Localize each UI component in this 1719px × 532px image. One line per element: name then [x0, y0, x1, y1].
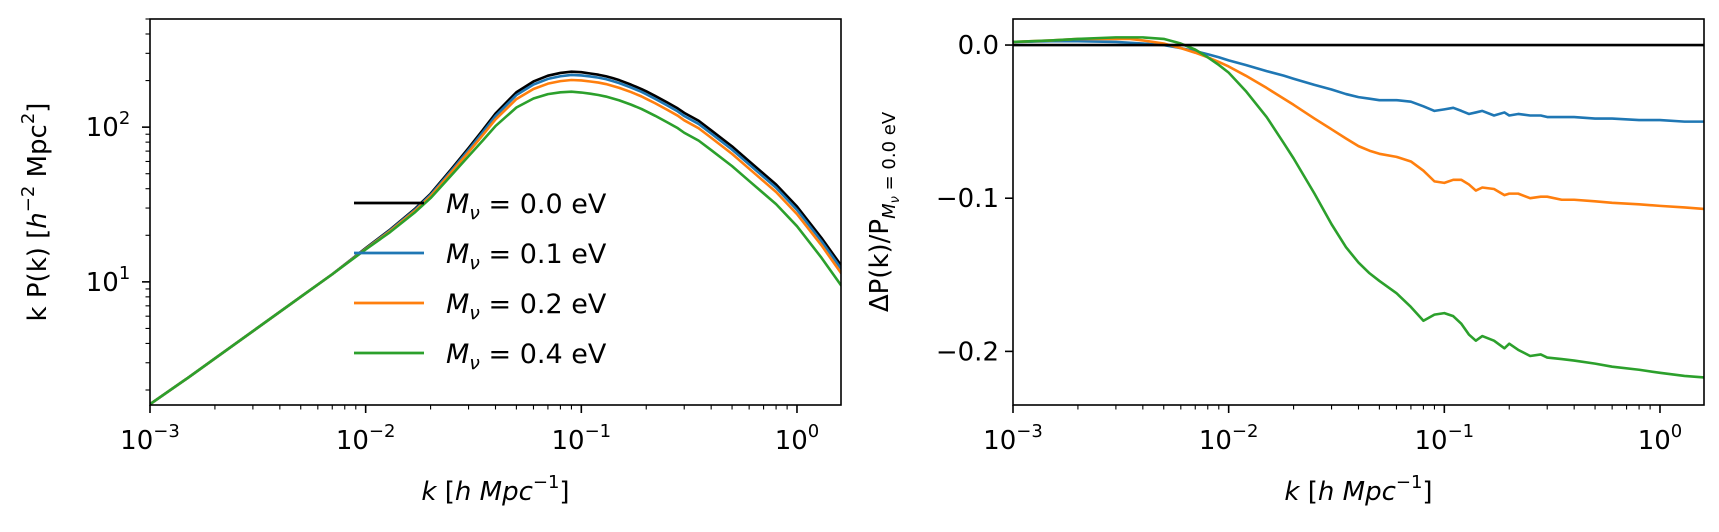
legend-label: Mν = 0.2 eV [446, 289, 607, 324]
x-tick-label: 100 [1638, 421, 1683, 456]
y-tick-label: −0.1 [936, 184, 999, 214]
plot-area [1013, 36, 1704, 379]
legend-entry: Mν = 0.4 eV [354, 339, 607, 374]
x-tick-label: 10−3 [983, 421, 1043, 456]
plot-frame [1012, 18, 1705, 406]
x-axis-label: k [h Mpc−1] [1284, 472, 1432, 507]
y-axis-label: ΔP(k)/PMν = 0.0 eV [865, 111, 903, 312]
y-tick-label: 0.0 [958, 31, 999, 61]
left-power-spectrum-panel: 10−3 10−2 10−1 100 101 102 k [h Mpc−1] k P(k) [… [18, 18, 842, 507]
right-ratio-panel: 10−3 10−2 10−1 100 0.0 −0.1 −0.2 k [h Mpc−1] ΔP(… [865, 18, 1705, 507]
series-line-0-2-ev [1013, 37, 1704, 211]
legend-label: Mν = 0.4 eV [446, 339, 607, 374]
x-tick-label: 10−1 [551, 421, 611, 456]
series-line-0-4-ev [150, 90, 841, 405]
series-line-0-1-ev [1013, 39, 1704, 123]
legend-entry: Mν = 0.2 eV [354, 289, 607, 324]
x-tick-label: 100 [775, 421, 820, 456]
x-axis-label: k [h Mpc−1] [421, 472, 569, 507]
legend: Mν = 0.0 eV Mν = 0.1 eV Mν = 0.2 eV Mν = 0.… [354, 189, 607, 374]
x-tick-label: 10−2 [336, 421, 396, 456]
x-tick-label: 10−1 [1414, 421, 1474, 456]
plot-area [150, 70, 841, 405]
x-tick-label: 10−3 [120, 421, 180, 456]
y-tick-label: −0.2 [936, 337, 999, 367]
legend-entry: Mν = 0.0 eV [354, 189, 607, 224]
series-line-0-4-ev [1013, 36, 1704, 379]
legend-entry: Mν = 0.1 eV [354, 239, 607, 274]
y-axis-label: k P(k) [h−2 Mpc2] [18, 103, 53, 322]
y-tick-label: 102 [86, 108, 131, 143]
legend-label: Mν = 0.1 eV [446, 239, 607, 274]
x-tick-label: 10−2 [1199, 421, 1259, 456]
legend-label: Mν = 0.0 eV [446, 189, 607, 224]
y-tick-label: 101 [86, 263, 131, 298]
